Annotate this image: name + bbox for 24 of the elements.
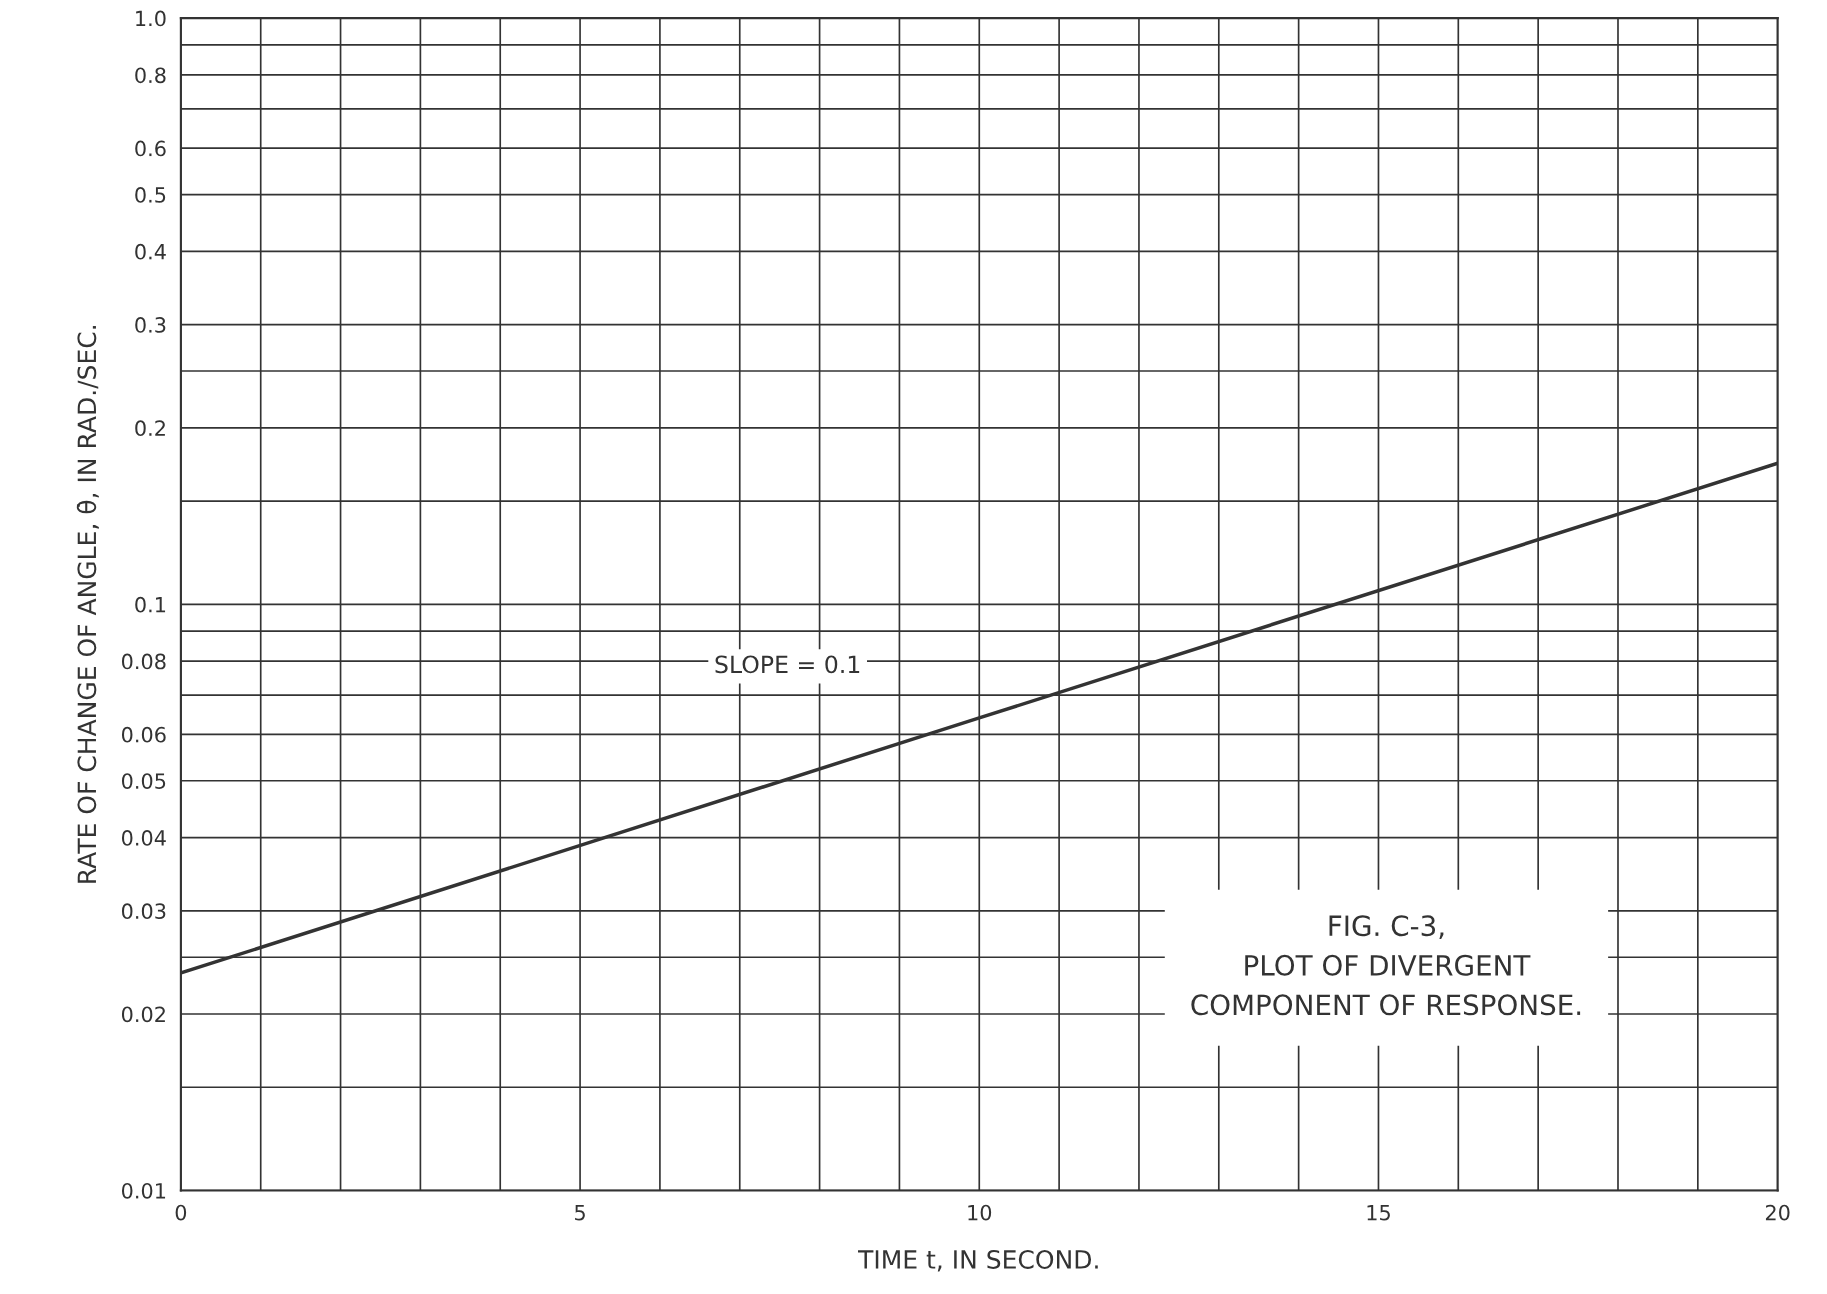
x-tick-label: 0 <box>175 1204 187 1221</box>
x-tick-label: 15 <box>1367 1205 1390 1221</box>
y-tick-label: 0.4 <box>135 243 166 260</box>
y-tick-label: 0.04 <box>121 830 166 846</box>
y-tick-label: 0.08 <box>121 653 166 670</box>
y-tick-label: 1.0 <box>136 10 166 27</box>
x-axis-title: TIME t, IN SECOND. <box>858 1249 1098 1272</box>
y-tick-label: 0.06 <box>121 726 166 743</box>
y-tick-label: 0.01 <box>121 1182 166 1199</box>
y-tick-label: 0.1 <box>135 596 166 613</box>
x-tick-label: 5 <box>575 1205 585 1221</box>
y-tick-label: 0.03 <box>121 903 166 920</box>
y-tick-label: 0.3 <box>135 317 166 333</box>
annotation: SLOPE = 0.1 <box>715 655 860 674</box>
y-tick-label: 0.05 <box>121 773 166 789</box>
y-axis-title: RATE OF CHANGE OF ANGLE, θ̇, IN RAD./SEC. <box>76 326 99 883</box>
y-tick-label: 0.8 <box>135 67 166 84</box>
y-tick-label: 0.2 <box>135 420 165 437</box>
annotation: FIG. C-3, PLOT OF DIVERGENT COMPONENT OF RESPONSE. <box>1191 915 1581 1016</box>
x-tick-label: 20 <box>1765 1204 1790 1221</box>
y-tick-label: 0.5 <box>135 187 166 203</box>
y-tick-label: 0.6 <box>135 140 166 157</box>
x-tick-label: 10 <box>968 1204 992 1221</box>
y-tick-label: 0.02 <box>121 1006 165 1023</box>
